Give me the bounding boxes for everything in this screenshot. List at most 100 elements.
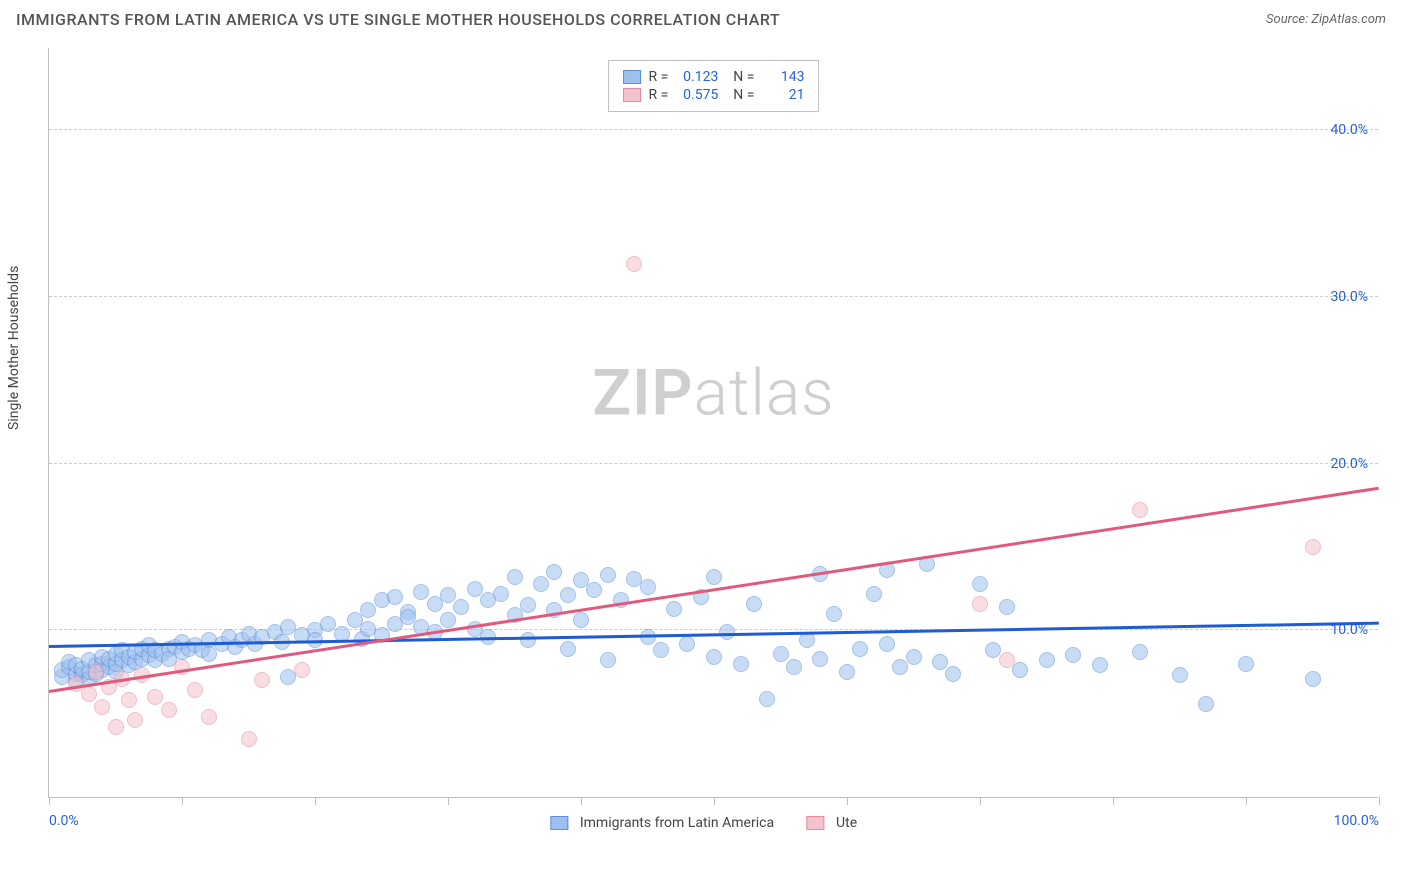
- x-tick-label: 0.0%: [49, 813, 79, 829]
- gridline: [49, 463, 1378, 464]
- legend-label: Immigrants from Latin America: [580, 815, 774, 831]
- legend: Immigrants from Latin America Ute: [550, 815, 877, 831]
- data-point: [706, 569, 722, 585]
- data-point: [520, 597, 536, 613]
- data-point: [1039, 652, 1055, 668]
- data-point: [932, 654, 948, 670]
- data-point: [360, 602, 376, 618]
- data-point: [586, 582, 602, 598]
- source-label: Source: ZipAtlas.com: [1266, 12, 1386, 27]
- scatter-chart: ZIPatlas R =0.123 N =143R =0.575 N =21 I…: [48, 48, 1378, 798]
- data-point: [653, 642, 669, 658]
- data-point: [493, 586, 509, 602]
- gridline: [49, 296, 1378, 297]
- n-label: N =: [726, 87, 754, 103]
- data-point: [187, 682, 203, 698]
- data-point: [640, 579, 656, 595]
- data-point: [906, 649, 922, 665]
- data-point: [892, 659, 908, 675]
- data-point: [759, 691, 775, 707]
- gridline: [49, 129, 1378, 130]
- data-point: [387, 589, 403, 605]
- data-point: [626, 256, 642, 272]
- n-label: N =: [726, 69, 754, 85]
- data-point: [1132, 502, 1148, 518]
- watermark: ZIPatlas: [592, 355, 834, 430]
- x-tick: [448, 797, 449, 805]
- data-point: [507, 569, 523, 585]
- data-point: [1132, 644, 1148, 660]
- r-value: 0.123: [676, 69, 718, 85]
- data-point: [1198, 696, 1214, 712]
- data-point: [600, 652, 616, 668]
- x-tick-label: 100.0%: [1334, 813, 1379, 829]
- data-point: [453, 599, 469, 615]
- data-point: [1065, 647, 1081, 663]
- stats-row: R = 0.575 N = 21: [623, 87, 805, 103]
- data-point: [733, 656, 749, 672]
- watermark-bold: ZIP: [592, 355, 693, 430]
- data-point: [706, 649, 722, 665]
- data-point: [440, 612, 456, 628]
- data-point: [467, 581, 483, 597]
- r-label: R =: [649, 69, 669, 85]
- data-point: [812, 651, 828, 667]
- y-tick-label: 20.0%: [1330, 456, 1368, 472]
- data-point: [121, 692, 137, 708]
- x-tick: [847, 797, 848, 805]
- y-tick-label: 40.0%: [1330, 122, 1368, 138]
- x-tick: [581, 797, 582, 805]
- r-label: R =: [649, 87, 669, 103]
- x-tick: [315, 797, 316, 805]
- legend-swatch: [806, 816, 824, 830]
- data-point: [147, 689, 163, 705]
- x-tick: [1379, 797, 1380, 805]
- data-point: [533, 576, 549, 592]
- data-point: [573, 612, 589, 628]
- data-point: [241, 731, 257, 747]
- title-bar: IMMIGRANTS FROM LATIN AMERICA VS UTE SIN…: [0, 0, 1406, 37]
- stats-row: R =0.123 N =143: [623, 69, 805, 85]
- x-tick: [714, 797, 715, 805]
- x-tick: [980, 797, 981, 805]
- watermark-light: atlas: [694, 355, 835, 430]
- y-tick-label: 30.0%: [1330, 289, 1368, 305]
- data-point: [560, 641, 576, 657]
- data-point: [866, 586, 882, 602]
- legend-swatch: [623, 88, 641, 102]
- x-tick: [1246, 797, 1247, 805]
- data-point: [999, 652, 1015, 668]
- data-point: [201, 709, 217, 725]
- data-point: [546, 564, 562, 580]
- data-point: [127, 712, 143, 728]
- data-point: [972, 596, 988, 612]
- legend-swatch: [623, 70, 641, 84]
- x-tick: [49, 797, 50, 805]
- data-point: [600, 567, 616, 583]
- data-point: [852, 641, 868, 657]
- data-point: [81, 686, 97, 702]
- data-point: [520, 632, 536, 648]
- data-point: [1305, 539, 1321, 555]
- data-point: [1092, 657, 1108, 673]
- data-point: [1012, 662, 1028, 678]
- x-tick: [1113, 797, 1114, 805]
- data-point: [1238, 656, 1254, 672]
- r-value: 0.575: [676, 87, 718, 103]
- data-point: [254, 672, 270, 688]
- data-point: [945, 666, 961, 682]
- data-point: [1172, 667, 1188, 683]
- data-point: [201, 646, 217, 662]
- data-point: [972, 576, 988, 592]
- data-point: [746, 596, 762, 612]
- data-point: [786, 659, 802, 675]
- data-point: [440, 587, 456, 603]
- data-point: [799, 632, 815, 648]
- data-point: [413, 584, 429, 600]
- data-point: [1305, 671, 1321, 687]
- legend-label: Ute: [836, 815, 857, 831]
- data-point: [773, 646, 789, 662]
- data-point: [294, 662, 310, 678]
- x-tick: [182, 797, 183, 805]
- n-value: 21: [762, 87, 804, 103]
